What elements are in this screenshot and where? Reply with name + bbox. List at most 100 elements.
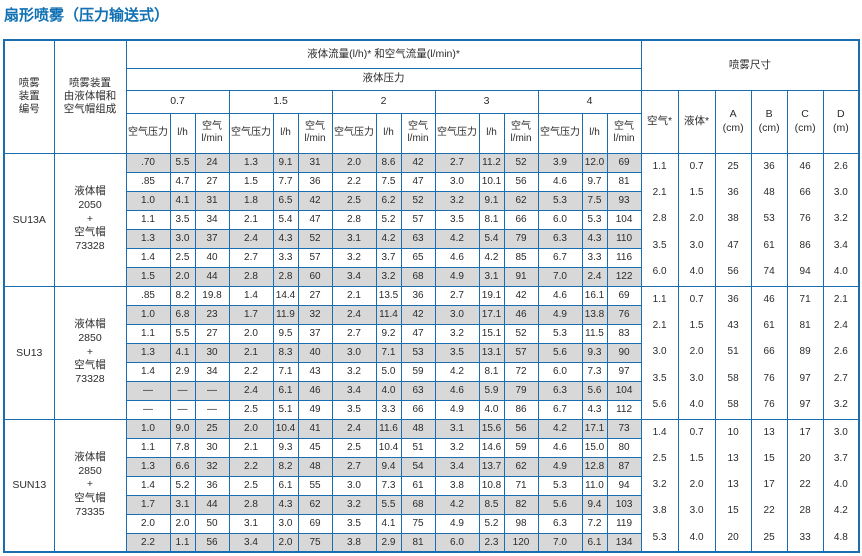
value-cell: 69 [297, 513, 333, 534]
data-row-SUN13-2: 1.3 6.6 32 2.2 8.2 48 2.7 9.4 54 3.4 13.7 62 4.9 12.8… [4, 456, 859, 477]
value-cell: 7.0 [537, 532, 583, 553]
value-cell: 45 [297, 437, 333, 458]
value-cell: 4.7 [169, 171, 196, 192]
value-cell: 2.7 [434, 285, 480, 306]
header-row-pressures: 0.7 1.5 2 3 4 空气* 液体* A (cm) B (cm) C (cm) D (m) [4, 89, 860, 154]
value-cell: 81 [606, 171, 642, 192]
header-row-1: 喷雾 装置 编号 喷雾装置 由液体帽和 空气帽组成 液体流量(l/h)* 和空气… [3, 39, 860, 154]
value-cell: 86 [503, 399, 539, 420]
value-cell: 12.0 [581, 152, 608, 173]
spray-col-header-1: 液体* [677, 89, 716, 154]
spray-size-value: 3.4 [833, 239, 848, 251]
data-row-SU13A-1: .85 4.7 27 1.5 7.7 36 2.2 7.5 47 3.0 10.1 56 4.6 9.7 8… [4, 171, 859, 192]
spray-size-value: 46 [763, 294, 775, 306]
value-cell: 3.1 [478, 266, 505, 287]
value-cell: 32 [194, 456, 230, 477]
value-cell: 2.3 [478, 532, 505, 553]
value-cell: 68 [400, 266, 436, 287]
col-header-spray-size: 喷雾尺寸 [640, 39, 860, 91]
value-cell: 9.3 [581, 342, 608, 363]
spray-size-value: 13 [763, 426, 775, 438]
spray-size-value: 1.5 [689, 187, 704, 199]
value-cell: 8.1 [478, 361, 505, 382]
value-cell: 56 [503, 418, 539, 439]
value-cell: 120 [503, 532, 539, 553]
value-cell: 31 [194, 190, 230, 211]
spray-size-value: 2.6 [833, 161, 848, 173]
value-cell: 44 [194, 494, 230, 515]
value-cell: 116 [606, 247, 642, 268]
value-cell: 119 [606, 513, 642, 534]
value-cell: 37 [297, 323, 333, 344]
value-cell: 62 [503, 190, 539, 211]
value-cell: 3.3 [375, 399, 402, 420]
value-cell: 72 [503, 361, 539, 382]
value-cell: 87 [606, 456, 642, 477]
value-cell: 134 [606, 532, 642, 553]
spray-size-value: 25 [727, 161, 739, 173]
spray-size-value: 2.8 [652, 213, 667, 225]
value-cell: 2.0 [169, 513, 196, 534]
value-cell: 48 [400, 418, 436, 439]
value-cell: 9.2 [375, 323, 402, 344]
spray-size-col-SUN13-1: 0.7 1.5 2.0 3.0 4.0 [677, 418, 716, 553]
value-cell: 2.1 [228, 437, 274, 458]
data-row-SU13A-6: 1.5 2.0 44 2.8 2.8 60 3.4 3.2 68 4.9 3.1 91 7.0 2.4 12… [4, 266, 859, 287]
spray-size-value: 76 [799, 213, 811, 225]
spray-size-value: 76 [763, 372, 775, 384]
value-cell: 36 [400, 285, 436, 306]
value-cell: 13.5 [375, 285, 402, 306]
spray-size-stack: 36 48 53 61 74 [752, 154, 786, 285]
pressure-header-3: 3 [434, 89, 539, 114]
value-cell: 42 [297, 190, 333, 211]
value-cell: 1.0 [125, 418, 171, 439]
value-cell: 1.3 [125, 228, 171, 249]
value-cell: 11.6 [375, 418, 402, 439]
value-cell: 3.0 [272, 513, 299, 534]
device-number-SU13: SU13 [3, 285, 55, 420]
value-cell: 1.4 [125, 247, 171, 268]
value-cell: 110 [606, 228, 642, 249]
value-cell: 63 [400, 380, 436, 401]
value-cell: 2.7 [228, 247, 274, 268]
value-cell: 3.5 [169, 209, 196, 230]
value-cell: 94 [606, 475, 642, 496]
spray-size-value: 3.0 [689, 505, 704, 517]
spray-size-value: 17 [799, 426, 811, 438]
value-cell: 3.2 [434, 190, 480, 211]
value-cell: 5.5 [375, 494, 402, 515]
value-cell: 3.9 [537, 152, 583, 173]
value-cell: 36 [297, 171, 333, 192]
value-cell: 65 [400, 247, 436, 268]
header-row-2: 液体压力 [4, 67, 859, 91]
value-cell: 13.7 [478, 456, 505, 477]
value-cell: 9.7 [581, 171, 608, 192]
spray-size-value: 38 [727, 213, 739, 225]
value-cell: 97 [606, 361, 642, 382]
spray-size-value: 53 [763, 213, 775, 225]
spray-size-value: 97 [799, 372, 811, 384]
value-cell: 93 [606, 190, 642, 211]
value-cell: 4.2 [478, 247, 505, 268]
spray-size-col-SU13-1: 0.7 1.5 2.0 3.0 4.0 [677, 285, 716, 420]
value-cell: 1.4 [125, 361, 171, 382]
spray-size-stack: 1.1 2.1 2.8 3.5 6.0 [642, 154, 677, 285]
value-cell: 3.0 [331, 475, 377, 496]
value-cell: 7.5 [375, 171, 402, 192]
spray-size-value: 89 [799, 346, 811, 358]
value-cell: 79 [503, 380, 539, 401]
value-cell: 15.1 [478, 323, 505, 344]
value-cell: 3.2 [331, 361, 377, 382]
value-cell: 34 [194, 361, 230, 382]
value-cell: 60 [297, 266, 333, 287]
spray-size-col-SU13-0: 1.1 2.1 3.0 3.5 5.6 [640, 285, 679, 420]
value-cell: 9.0 [169, 418, 196, 439]
value-cell: 16.1 [581, 285, 608, 306]
value-cell: 42 [400, 304, 436, 325]
value-cell: 5.4 [478, 228, 505, 249]
value-cell: 6.5 [272, 190, 299, 211]
value-cell: 6.7 [537, 247, 583, 268]
value-cell: 8.5 [478, 494, 505, 515]
value-cell: 57 [503, 342, 539, 363]
spray-size-value: 43 [727, 320, 739, 332]
